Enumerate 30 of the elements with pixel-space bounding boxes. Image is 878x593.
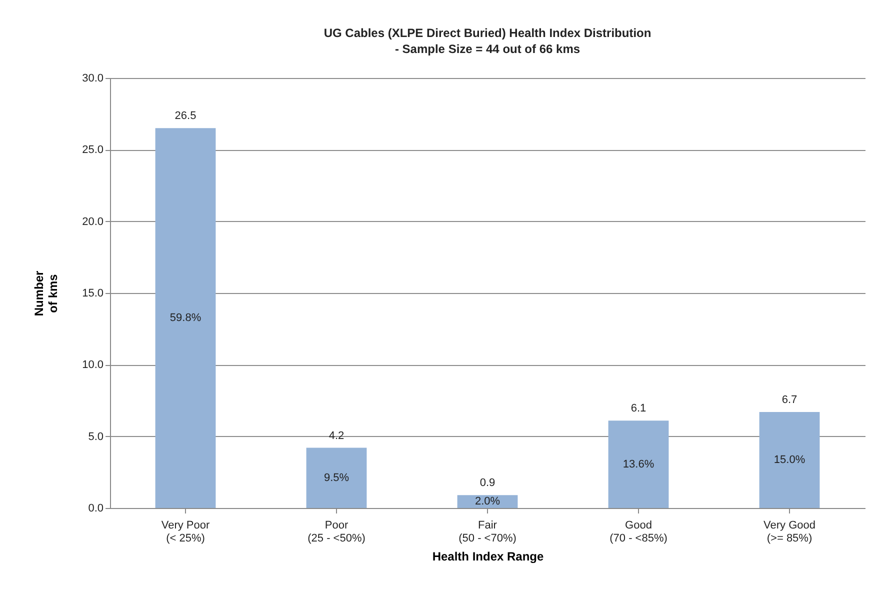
y-tick-label: 30.0 (82, 72, 104, 84)
data-label: 26.5 (174, 110, 196, 122)
annotation: 13.6% (622, 458, 654, 470)
y-tick-label: 15.0 (82, 288, 104, 300)
data-label: 4.2 (328, 430, 344, 442)
annotation: 15.0% (774, 454, 806, 466)
y-tick-label: 5.0 (88, 430, 104, 443)
bar (306, 448, 367, 508)
data-label: 6.7 (782, 394, 798, 406)
annotation: 2.0% (474, 496, 500, 508)
x-tick-label: Fair (50 - <70%) (458, 520, 516, 544)
y-tick-label: 20.0 (82, 216, 104, 228)
x-tick-label: Good (70 - <85%) (610, 520, 668, 544)
annotation: 59.8% (170, 312, 202, 324)
x-tick-label: Very Good (>= 85%) (764, 520, 816, 544)
annotation: 9.5% (324, 472, 350, 484)
y-axis-title: Number of kms (32, 270, 60, 316)
y-tick-label: 25.0 (82, 144, 104, 156)
data-label: 0.9 (480, 477, 496, 490)
y-tick-label: 10.0 (82, 359, 104, 372)
data-label: 6.1 (630, 402, 646, 415)
x-axis-title: Health Index Range (432, 550, 544, 564)
chart-title: UG Cables (XLPE Direct Buried) Health Index Distribution (324, 26, 652, 40)
x-tick-label: Very Poor (< 25%) (161, 520, 210, 544)
y-tick-label: 0.0 (88, 502, 104, 514)
bar (759, 412, 820, 508)
x-tick-label: Poor (25 - <50%) (308, 520, 366, 544)
bar (608, 420, 669, 508)
chart-subtitle: - Sample Size = 44 out of 66 kms (394, 42, 580, 56)
bar (155, 128, 216, 508)
